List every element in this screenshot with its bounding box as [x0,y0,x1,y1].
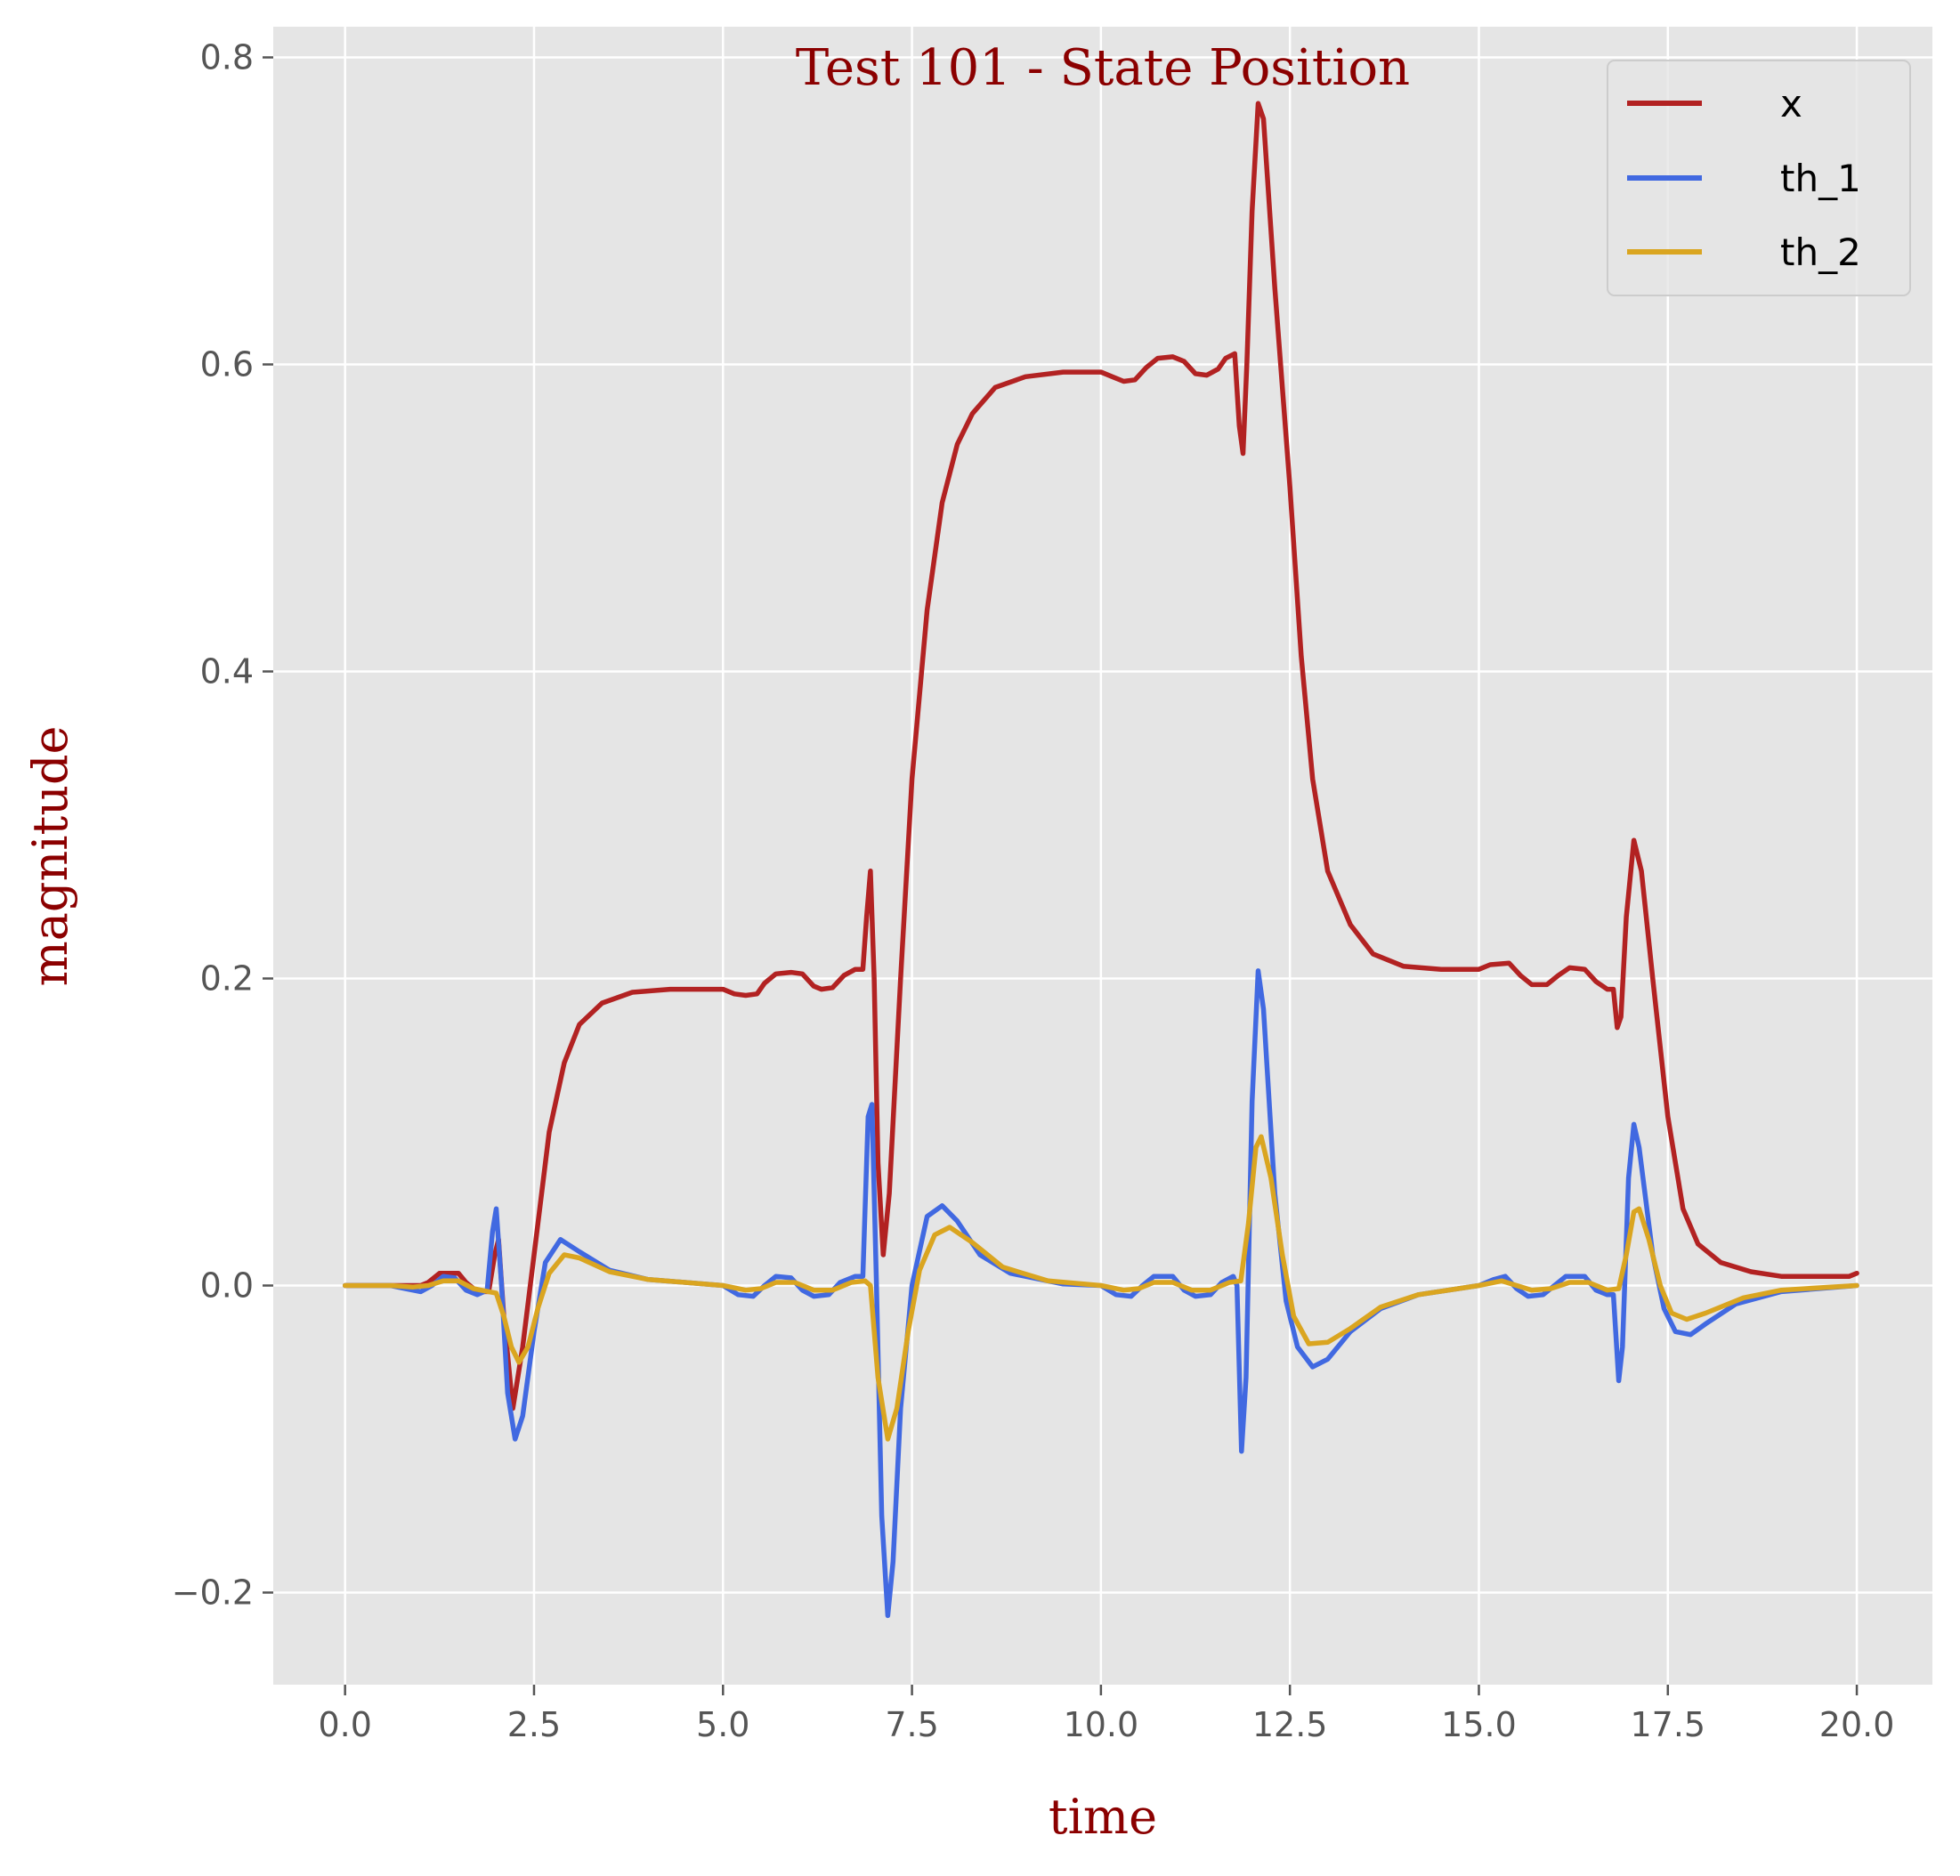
y-tick-label: 0.4 [200,652,254,691]
x-tick-label: 5.0 [696,1705,749,1744]
y-axis-label: magnitude [22,725,78,986]
y-tick-label: 0.6 [200,345,254,384]
y-axis-ticks: −0.2 0.0 0.2 0.4 0.6 0.8 [172,38,273,1613]
legend-label-th_2: th_2 [1780,230,1861,274]
x-tick-label: 15.0 [1441,1705,1517,1744]
x-tick-label: 0.0 [318,1705,371,1744]
x-tick-label: 20.0 [1819,1705,1895,1744]
series-line-x [342,101,1859,1411]
y-tick-label: 0.0 [200,1266,254,1306]
legend-box [1607,60,1911,296]
x-tick-label: 12.5 [1252,1705,1328,1744]
series-group [342,101,1859,1619]
x-tick-label: 17.5 [1630,1705,1705,1744]
series-line-th_2 [342,1134,1859,1442]
x-axis-label: time [1049,1789,1157,1845]
x-tick-label: 10.0 [1064,1705,1139,1744]
legend-label-x: x [1780,82,1802,125]
x-axis-ticks: 0.0 2.5 5.0 7.5 10.0 12.5 15.0 17.5 20.0 [318,1685,1894,1744]
x-tick-label: 7.5 [885,1705,938,1744]
plot-background [273,27,1932,1685]
y-tick-label: 0.8 [200,38,254,77]
legend-label-th_1: th_1 [1780,157,1861,200]
y-tick-label: −0.2 [172,1573,254,1613]
chart-title: Test 101 - State Position [796,39,1410,97]
x-tick-label: 2.5 [507,1705,561,1744]
y-tick-label: 0.2 [200,959,254,999]
legend: x th_1 th_2 [1607,60,1911,296]
